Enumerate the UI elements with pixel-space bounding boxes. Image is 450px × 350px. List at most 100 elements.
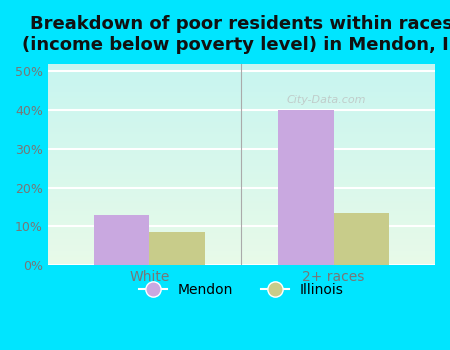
Bar <box>48 86 435 88</box>
Bar <box>48 213 435 215</box>
Bar <box>149 232 205 265</box>
Bar <box>48 211 435 213</box>
Bar <box>48 162 435 164</box>
Bar <box>48 170 435 173</box>
Bar <box>48 241 435 243</box>
Bar <box>48 217 435 219</box>
Bar <box>48 235 435 237</box>
Bar <box>333 213 389 265</box>
Bar <box>48 152 435 154</box>
Bar <box>48 176 435 178</box>
Bar <box>48 74 435 76</box>
Bar <box>48 203 435 205</box>
Bar <box>48 239 435 241</box>
Bar <box>48 94 435 96</box>
Bar <box>48 70 435 72</box>
Bar <box>48 112 435 114</box>
Bar <box>48 126 435 128</box>
Bar <box>48 82 435 84</box>
Bar <box>48 168 435 170</box>
Bar <box>48 160 435 162</box>
Bar <box>48 88 435 90</box>
Bar <box>48 148 435 150</box>
Bar <box>48 263 435 265</box>
Bar <box>48 156 435 159</box>
Bar <box>48 183 435 184</box>
Bar <box>48 68 435 70</box>
Bar <box>48 193 435 195</box>
Bar <box>48 150 435 152</box>
Bar <box>48 72 435 74</box>
Bar <box>48 257 435 259</box>
Bar <box>48 142 435 144</box>
Bar <box>48 229 435 231</box>
Bar <box>48 164 435 167</box>
Bar <box>48 98 435 100</box>
Bar <box>48 78 435 80</box>
Bar <box>48 96 435 98</box>
Bar <box>48 215 435 217</box>
Bar <box>48 104 435 106</box>
Bar <box>48 92 435 94</box>
Bar <box>48 221 435 223</box>
Bar <box>48 80 435 82</box>
Bar <box>48 209 435 211</box>
Bar <box>48 219 435 221</box>
Bar <box>48 245 435 247</box>
Bar <box>48 64 435 66</box>
Bar <box>48 108 435 110</box>
Bar <box>48 195 435 197</box>
Bar <box>48 181 435 183</box>
Bar <box>48 76 435 78</box>
Bar <box>48 140 435 142</box>
Bar <box>48 110 435 112</box>
Bar <box>48 175 435 176</box>
Bar <box>48 261 435 263</box>
Bar <box>48 130 435 132</box>
Bar <box>48 237 435 239</box>
Bar <box>48 207 435 209</box>
Bar <box>48 199 435 201</box>
Text: City-Data.com: City-Data.com <box>287 95 366 105</box>
Bar <box>48 154 435 156</box>
Bar <box>48 134 435 136</box>
Bar <box>48 118 435 120</box>
Bar <box>48 159 435 160</box>
Bar <box>48 136 435 138</box>
Bar <box>48 100 435 102</box>
Bar <box>48 231 435 233</box>
Bar <box>48 233 435 235</box>
Bar <box>48 201 435 203</box>
Bar <box>48 146 435 148</box>
Bar <box>48 84 435 86</box>
Bar <box>48 187 435 189</box>
Bar <box>48 124 435 126</box>
Bar <box>48 102 435 104</box>
Bar <box>48 90 435 92</box>
Title: Breakdown of poor residents within races
(income below poverty level) in Mendon,: Breakdown of poor residents within races… <box>22 15 450 54</box>
Bar <box>48 173 435 175</box>
Legend: Mendon, Illinois: Mendon, Illinois <box>134 278 349 302</box>
Bar <box>48 227 435 229</box>
Bar <box>48 114 435 116</box>
Bar <box>48 253 435 255</box>
Bar <box>48 144 435 146</box>
Bar <box>48 247 435 249</box>
Bar <box>48 120 435 122</box>
Bar <box>48 128 435 130</box>
Bar <box>48 251 435 253</box>
Bar <box>48 138 435 140</box>
Bar <box>48 191 435 192</box>
Bar <box>48 132 435 134</box>
Bar <box>48 178 435 181</box>
Bar <box>48 223 435 225</box>
Bar <box>48 189 435 191</box>
Bar <box>48 225 435 227</box>
Bar <box>48 167 435 168</box>
Bar <box>48 184 435 187</box>
Bar <box>48 259 435 261</box>
Bar <box>48 122 435 124</box>
Bar <box>278 110 333 265</box>
Bar <box>48 106 435 108</box>
Bar <box>48 205 435 207</box>
